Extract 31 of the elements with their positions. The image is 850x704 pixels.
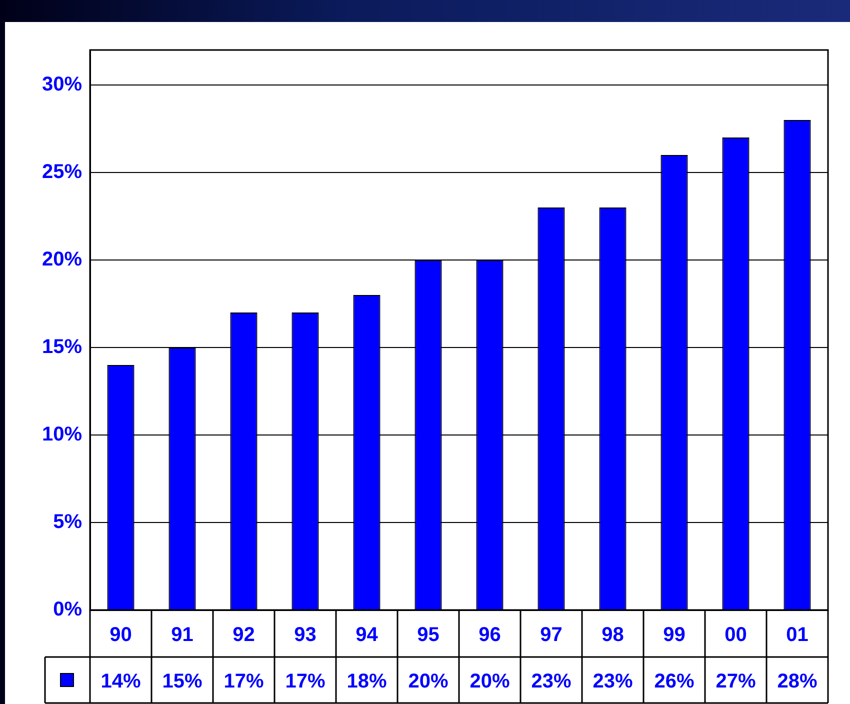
x-tick-label: 98 [602,624,624,646]
x-tick-label: 90 [110,624,132,646]
x-tick-label: 99 [663,624,686,646]
x-tick-label: 91 [171,624,194,646]
y-tick-label: 20% [42,248,82,271]
data-label: 15% [162,670,202,693]
data-label: 20% [408,670,448,693]
x-tick-label: 94 [356,624,379,646]
data-label: 14% [100,670,141,693]
y-tick-label: 15% [42,336,82,358]
data-label: 28% [777,670,818,693]
x-tick-label: 97 [540,624,562,646]
x-tick-label: 93 [294,624,316,646]
data-label: 23% [531,670,572,693]
data-label: 20% [470,670,510,693]
data-label: 23% [592,670,633,693]
y-tick-label: 30% [42,74,82,96]
x-tick-label: 96 [478,624,501,646]
x-tick-label: 92 [232,624,255,646]
y-tick-label: 0% [53,598,82,621]
x-tick-label: 95 [417,624,440,646]
y-tick-label: 5% [53,511,82,534]
x-tick-label: 01 [786,624,808,646]
data-label: 27% [716,670,756,693]
y-tick-label: 25% [42,161,82,184]
data-label: 17% [285,670,326,693]
data-label: 17% [224,670,264,693]
y-tick-label: 10% [42,424,82,446]
data-label: 18% [346,670,387,693]
x-tick-label: 00 [724,624,747,646]
data-label: 26% [654,670,694,693]
